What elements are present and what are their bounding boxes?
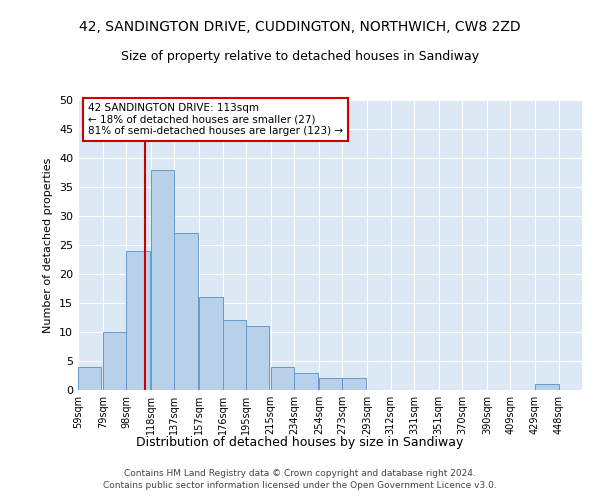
Text: 42 SANDINGTON DRIVE: 113sqm
← 18% of detached houses are smaller (27)
81% of sem: 42 SANDINGTON DRIVE: 113sqm ← 18% of det… xyxy=(88,103,343,136)
Bar xyxy=(343,378,366,390)
Bar xyxy=(319,378,343,390)
Bar xyxy=(78,367,101,390)
Y-axis label: Number of detached properties: Number of detached properties xyxy=(43,158,53,332)
Bar xyxy=(271,367,294,390)
Text: Size of property relative to detached houses in Sandiway: Size of property relative to detached ho… xyxy=(121,50,479,63)
Bar xyxy=(126,251,149,390)
Bar xyxy=(151,170,175,390)
Bar xyxy=(103,332,126,390)
Bar xyxy=(223,320,246,390)
Bar xyxy=(199,297,223,390)
Text: 42, SANDINGTON DRIVE, CUDDINGTON, NORTHWICH, CW8 2ZD: 42, SANDINGTON DRIVE, CUDDINGTON, NORTHW… xyxy=(79,20,521,34)
Bar xyxy=(535,384,559,390)
Bar xyxy=(246,326,269,390)
Bar xyxy=(175,234,198,390)
Bar xyxy=(294,372,317,390)
Text: Contains HM Land Registry data © Crown copyright and database right 2024.
Contai: Contains HM Land Registry data © Crown c… xyxy=(103,468,497,490)
Text: Distribution of detached houses by size in Sandiway: Distribution of detached houses by size … xyxy=(136,436,464,449)
